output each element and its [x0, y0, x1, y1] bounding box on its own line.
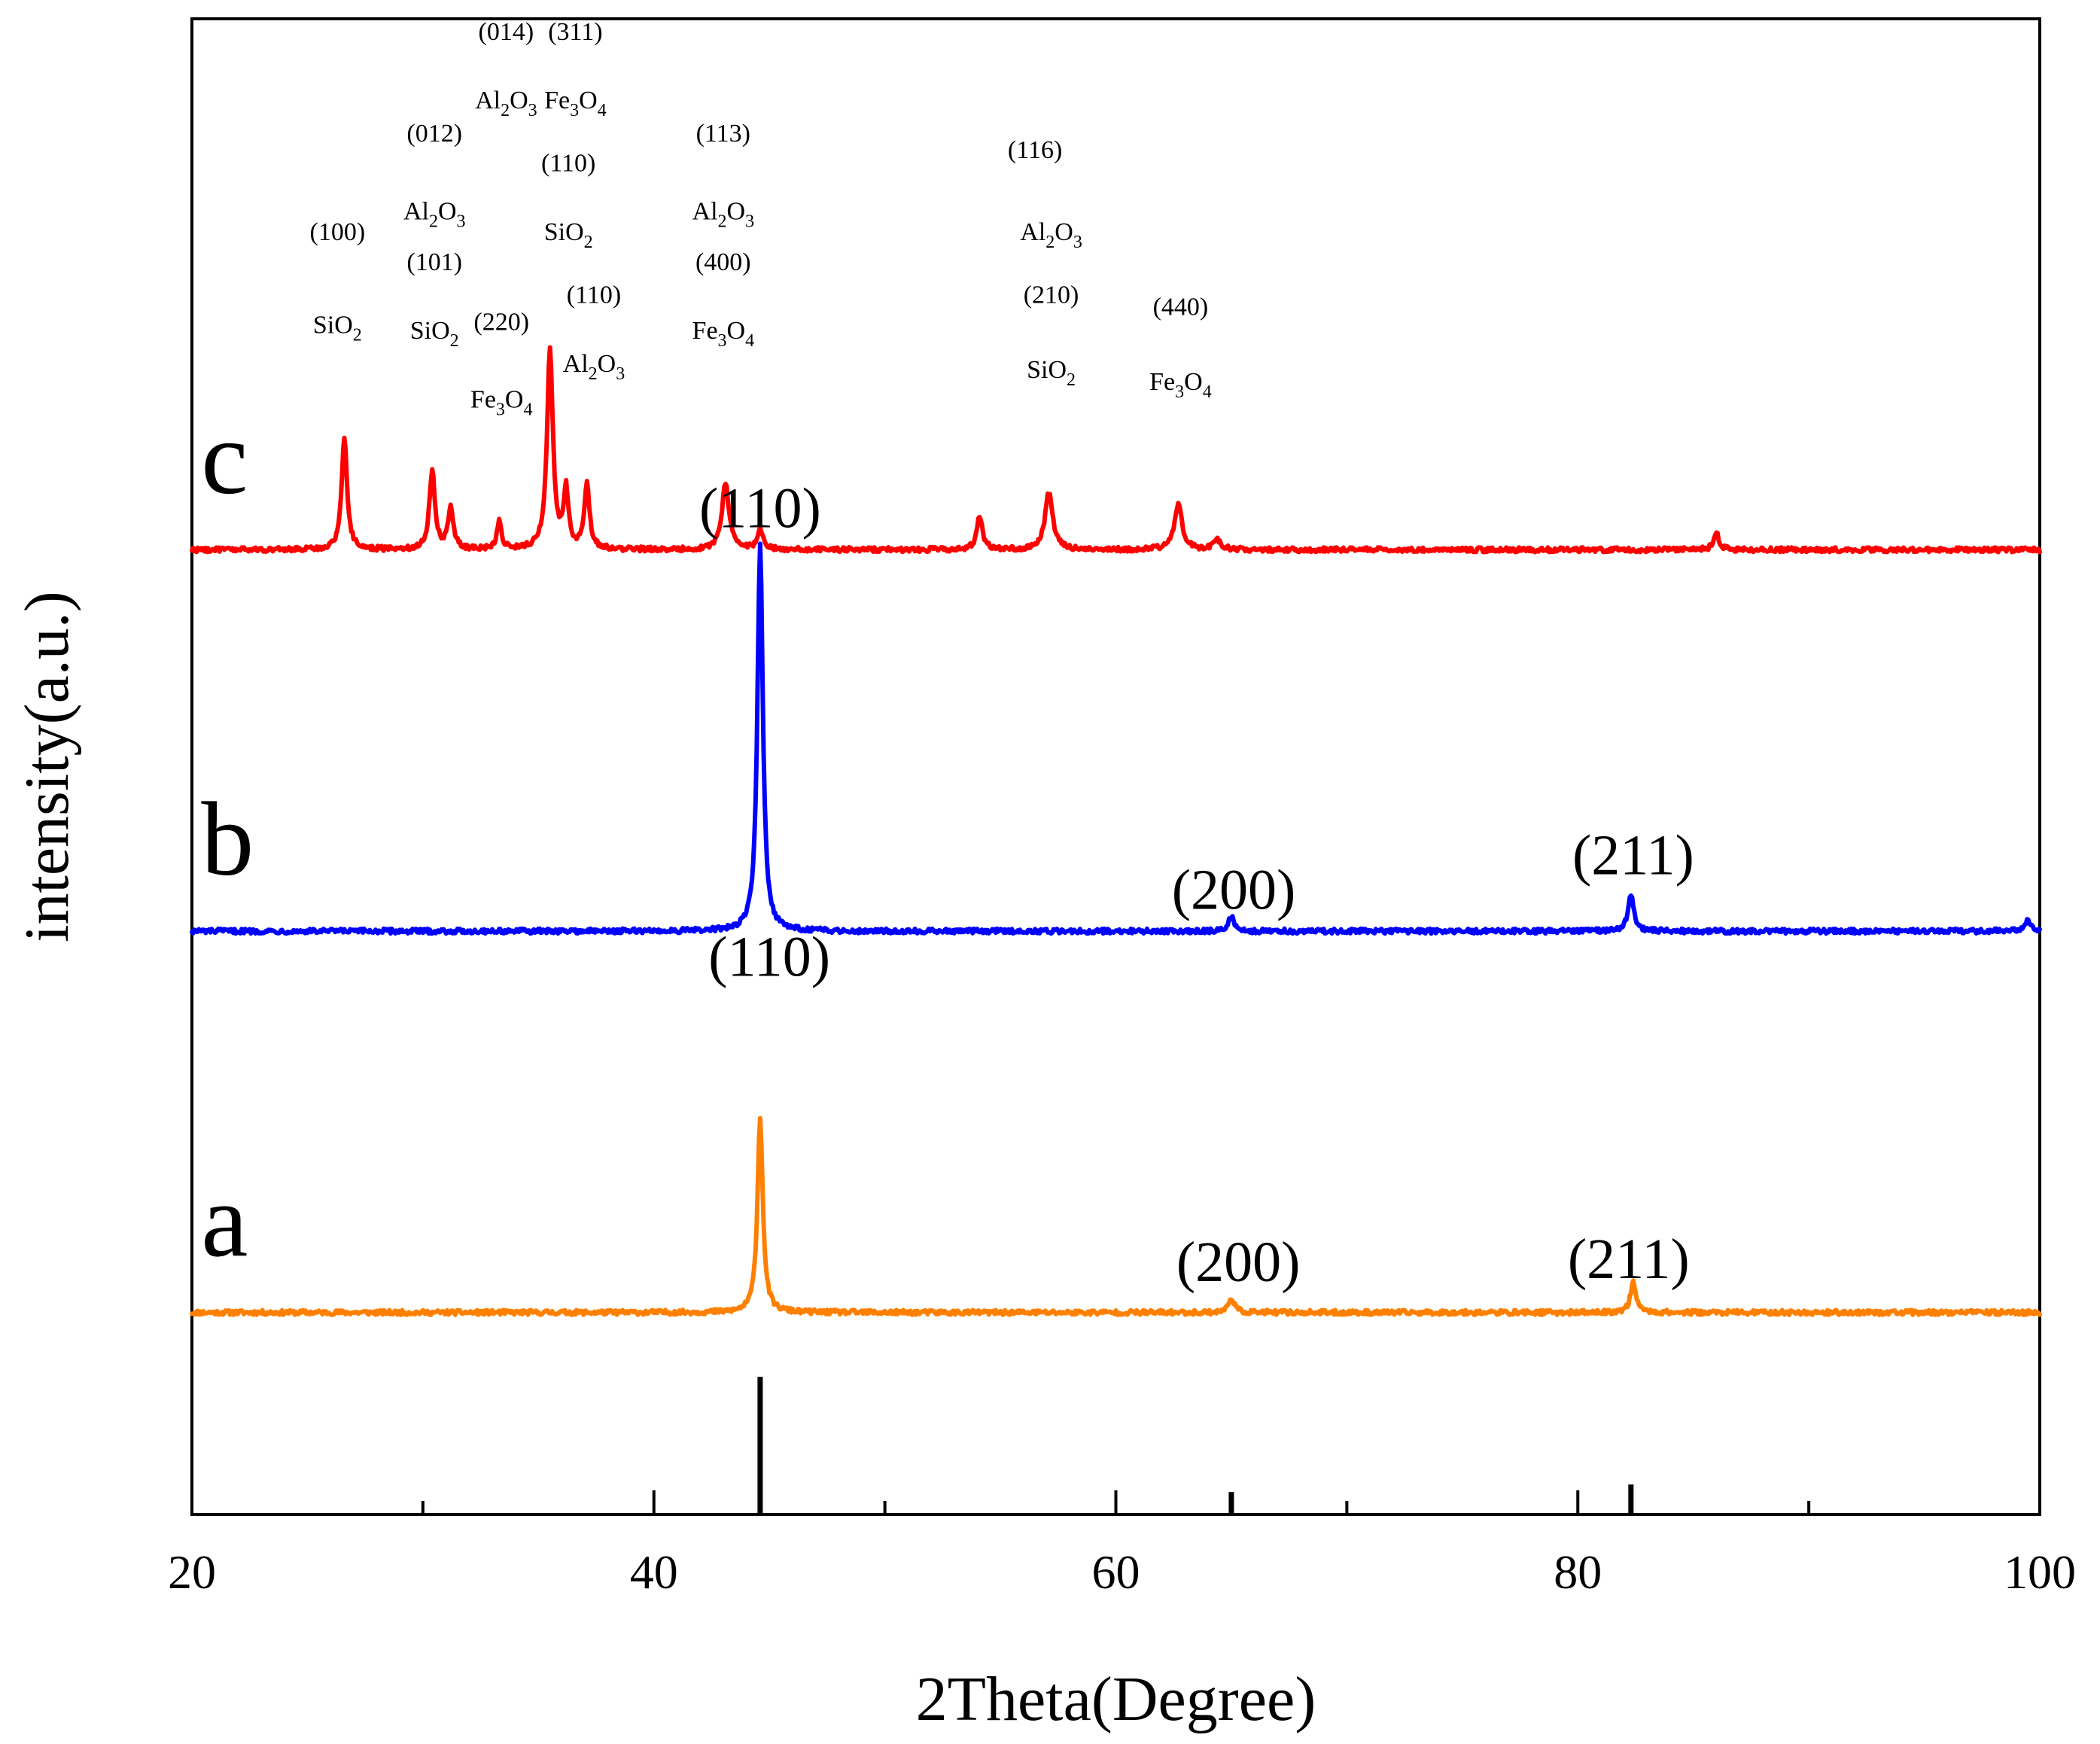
x-tick-label: 60: [1092, 1545, 1140, 1599]
peak-label-c: (440): [1153, 293, 1209, 321]
peak-label-c: SiO2: [544, 218, 593, 252]
peak-label-c: SiO2: [313, 311, 362, 345]
peak-label-a: (211): [1568, 1228, 1690, 1291]
series-c-letter: c: [201, 400, 248, 516]
peak-annotations: (110) (200) (211) (110) (200) (211) (100) SiO2 (…: [310, 18, 1694, 1294]
x-axis-label: 2Theta(Degree): [916, 1664, 1316, 1734]
series-a-letter: a: [201, 1162, 248, 1279]
peak-label-c: (210): [1024, 282, 1079, 309]
plot-frame: [190, 17, 2041, 1516]
series-a-line: [190, 1115, 2042, 1317]
peak-label-c: (110): [541, 150, 595, 178]
peak-label-b: (110): [699, 477, 821, 540]
peak-label-b: (211): [1572, 824, 1694, 887]
series-b-letter: b: [201, 781, 254, 898]
peak-label-c: Fe3O4: [544, 87, 607, 120]
series-letters: a b c: [201, 400, 254, 1279]
series-b-line: [190, 541, 2042, 936]
series-c-line: [190, 345, 2042, 555]
peak-label-c: (110): [567, 282, 621, 309]
peak-label-c: (311): [548, 18, 602, 46]
peak-label-c: Al2O3: [1020, 218, 1082, 252]
peak-label-c: Al2O3: [475, 87, 537, 120]
y-axis-label: intensity(a.u.): [12, 591, 82, 942]
peak-label-a: (110): [708, 926, 830, 989]
peak-label-c: Fe3O4: [692, 317, 755, 351]
x-tick-label: 80: [1554, 1545, 1602, 1599]
peak-label-b: (200): [1172, 858, 1296, 921]
peak-label-c: (014): [479, 18, 534, 46]
peak-label-c: Fe3O4: [1149, 368, 1212, 402]
peak-label-a: (200): [1176, 1231, 1301, 1294]
x-tick-label: 100: [2004, 1545, 2076, 1599]
peak-label-c: Al2O3: [563, 350, 625, 384]
peak-label-c: (220): [473, 308, 529, 336]
x-tick-label: 20: [168, 1545, 216, 1599]
peak-label-c: SiO2: [1027, 356, 1076, 390]
x-tick-label: 40: [630, 1545, 678, 1599]
series-layer: [190, 345, 2042, 1317]
peak-label-c: (400): [695, 248, 751, 276]
peak-label-c: Al2O3: [692, 197, 755, 231]
peak-label-c: SiO2: [410, 317, 459, 351]
peak-label-c: Al2O3: [403, 197, 466, 231]
reference-pattern: [757, 1377, 1634, 1514]
peak-label-c: Fe3O4: [470, 386, 533, 420]
peak-label-c: (100): [310, 218, 366, 246]
peak-label-c: (113): [696, 120, 750, 148]
peak-label-c: (012): [406, 120, 462, 148]
peak-label-c: (116): [1008, 136, 1062, 164]
peak-label-c: (101): [406, 248, 462, 276]
x-axis-ticks: 20 40 60 80 100: [168, 1490, 2076, 1599]
